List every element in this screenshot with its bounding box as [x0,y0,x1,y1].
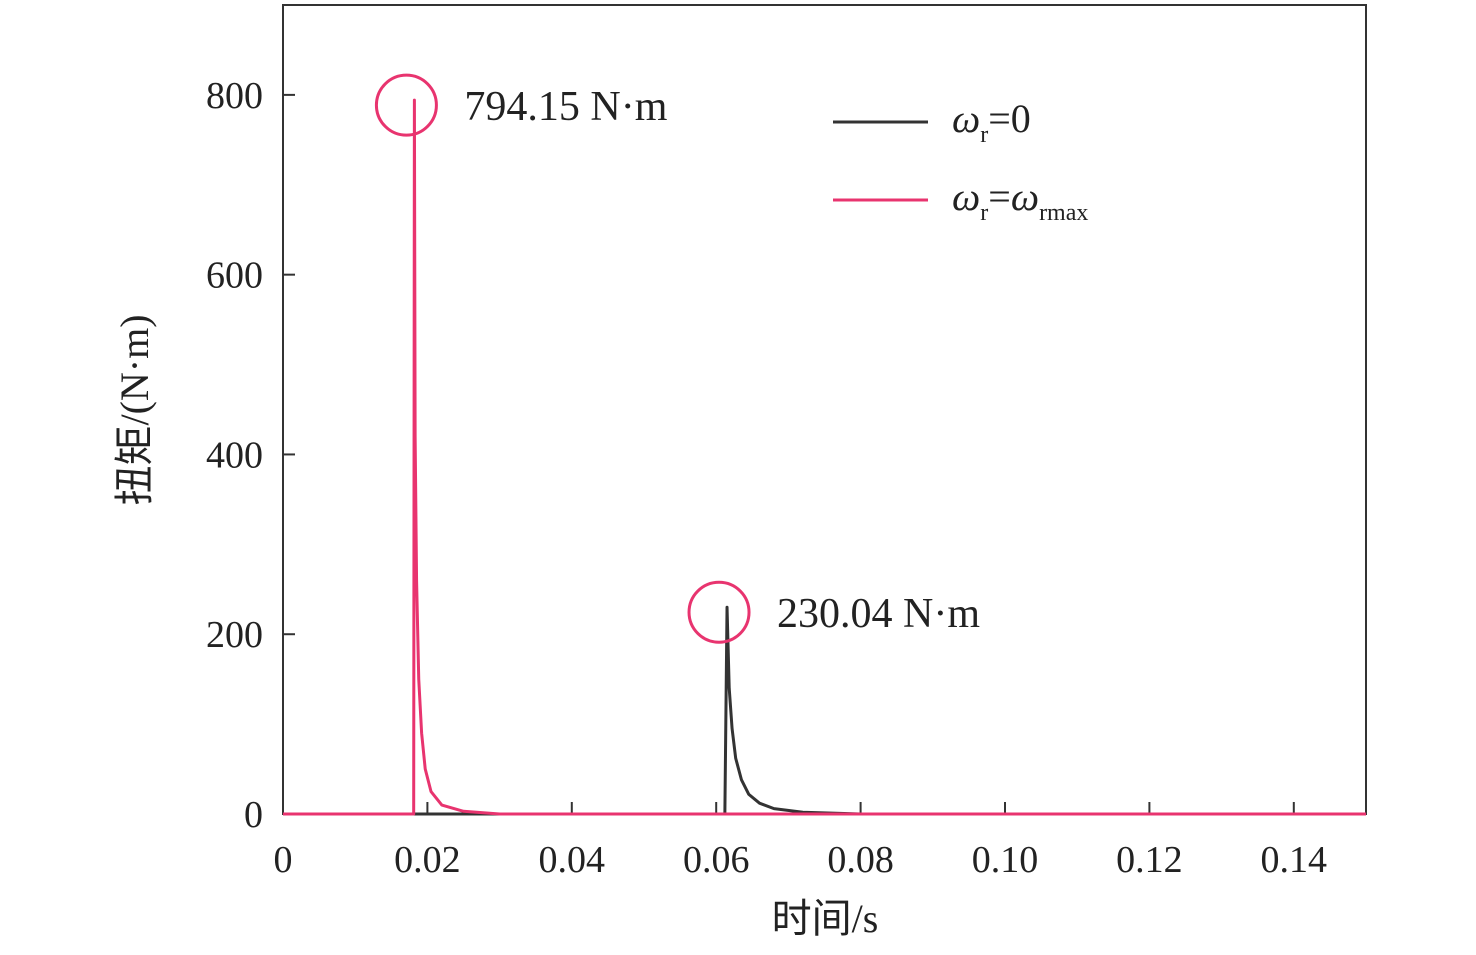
peak-annotation-label: 230.04 N·m [777,591,980,637]
y-tick-label: 400 [206,434,263,476]
legend-label-omega-r-0: ωr=0 [952,96,1031,148]
y-tick-label: 600 [206,255,263,297]
legend-label-omega-r-max: ωr=ωrmax [952,174,1088,226]
y-tick-label: 200 [206,614,263,656]
series-layer [283,98,1366,816]
y-tick-label: 0 [244,794,263,836]
x-tick-label: 0.08 [827,839,894,881]
peak-annotation-label: 794.15 N·m [464,84,667,130]
x-tick-label: 0.04 [539,839,606,881]
y-tick-label: 800 [206,75,263,117]
peak-marker-circle [687,580,751,644]
series-line-0 [283,605,1366,816]
x-tick-label: 0.10 [972,839,1039,881]
peak-marker-circle [374,73,438,137]
x-tick-label: 0.02 [394,839,461,881]
x-tick-label: 0.14 [1261,839,1328,881]
annotation-layer: 794.15 N·m 230.04 N·m [374,73,980,644]
y-axis-title: 扭矩/(N·m) [112,314,157,505]
x-tick-label: 0 [274,839,293,881]
x-tick-label: 0.06 [683,839,750,881]
legend: ωr=0 ωr=ωrmax [833,96,1088,226]
plot-area-frame [282,4,1367,815]
series-line-1 [283,98,1366,816]
axes-layer: 0 0.02 0.04 0.06 0.08 0.10 0.12 0.14 0 200 400 600 8… [206,75,1327,881]
x-axis-title: 时间/s [772,896,879,941]
x-tick-label: 0.12 [1116,839,1183,881]
